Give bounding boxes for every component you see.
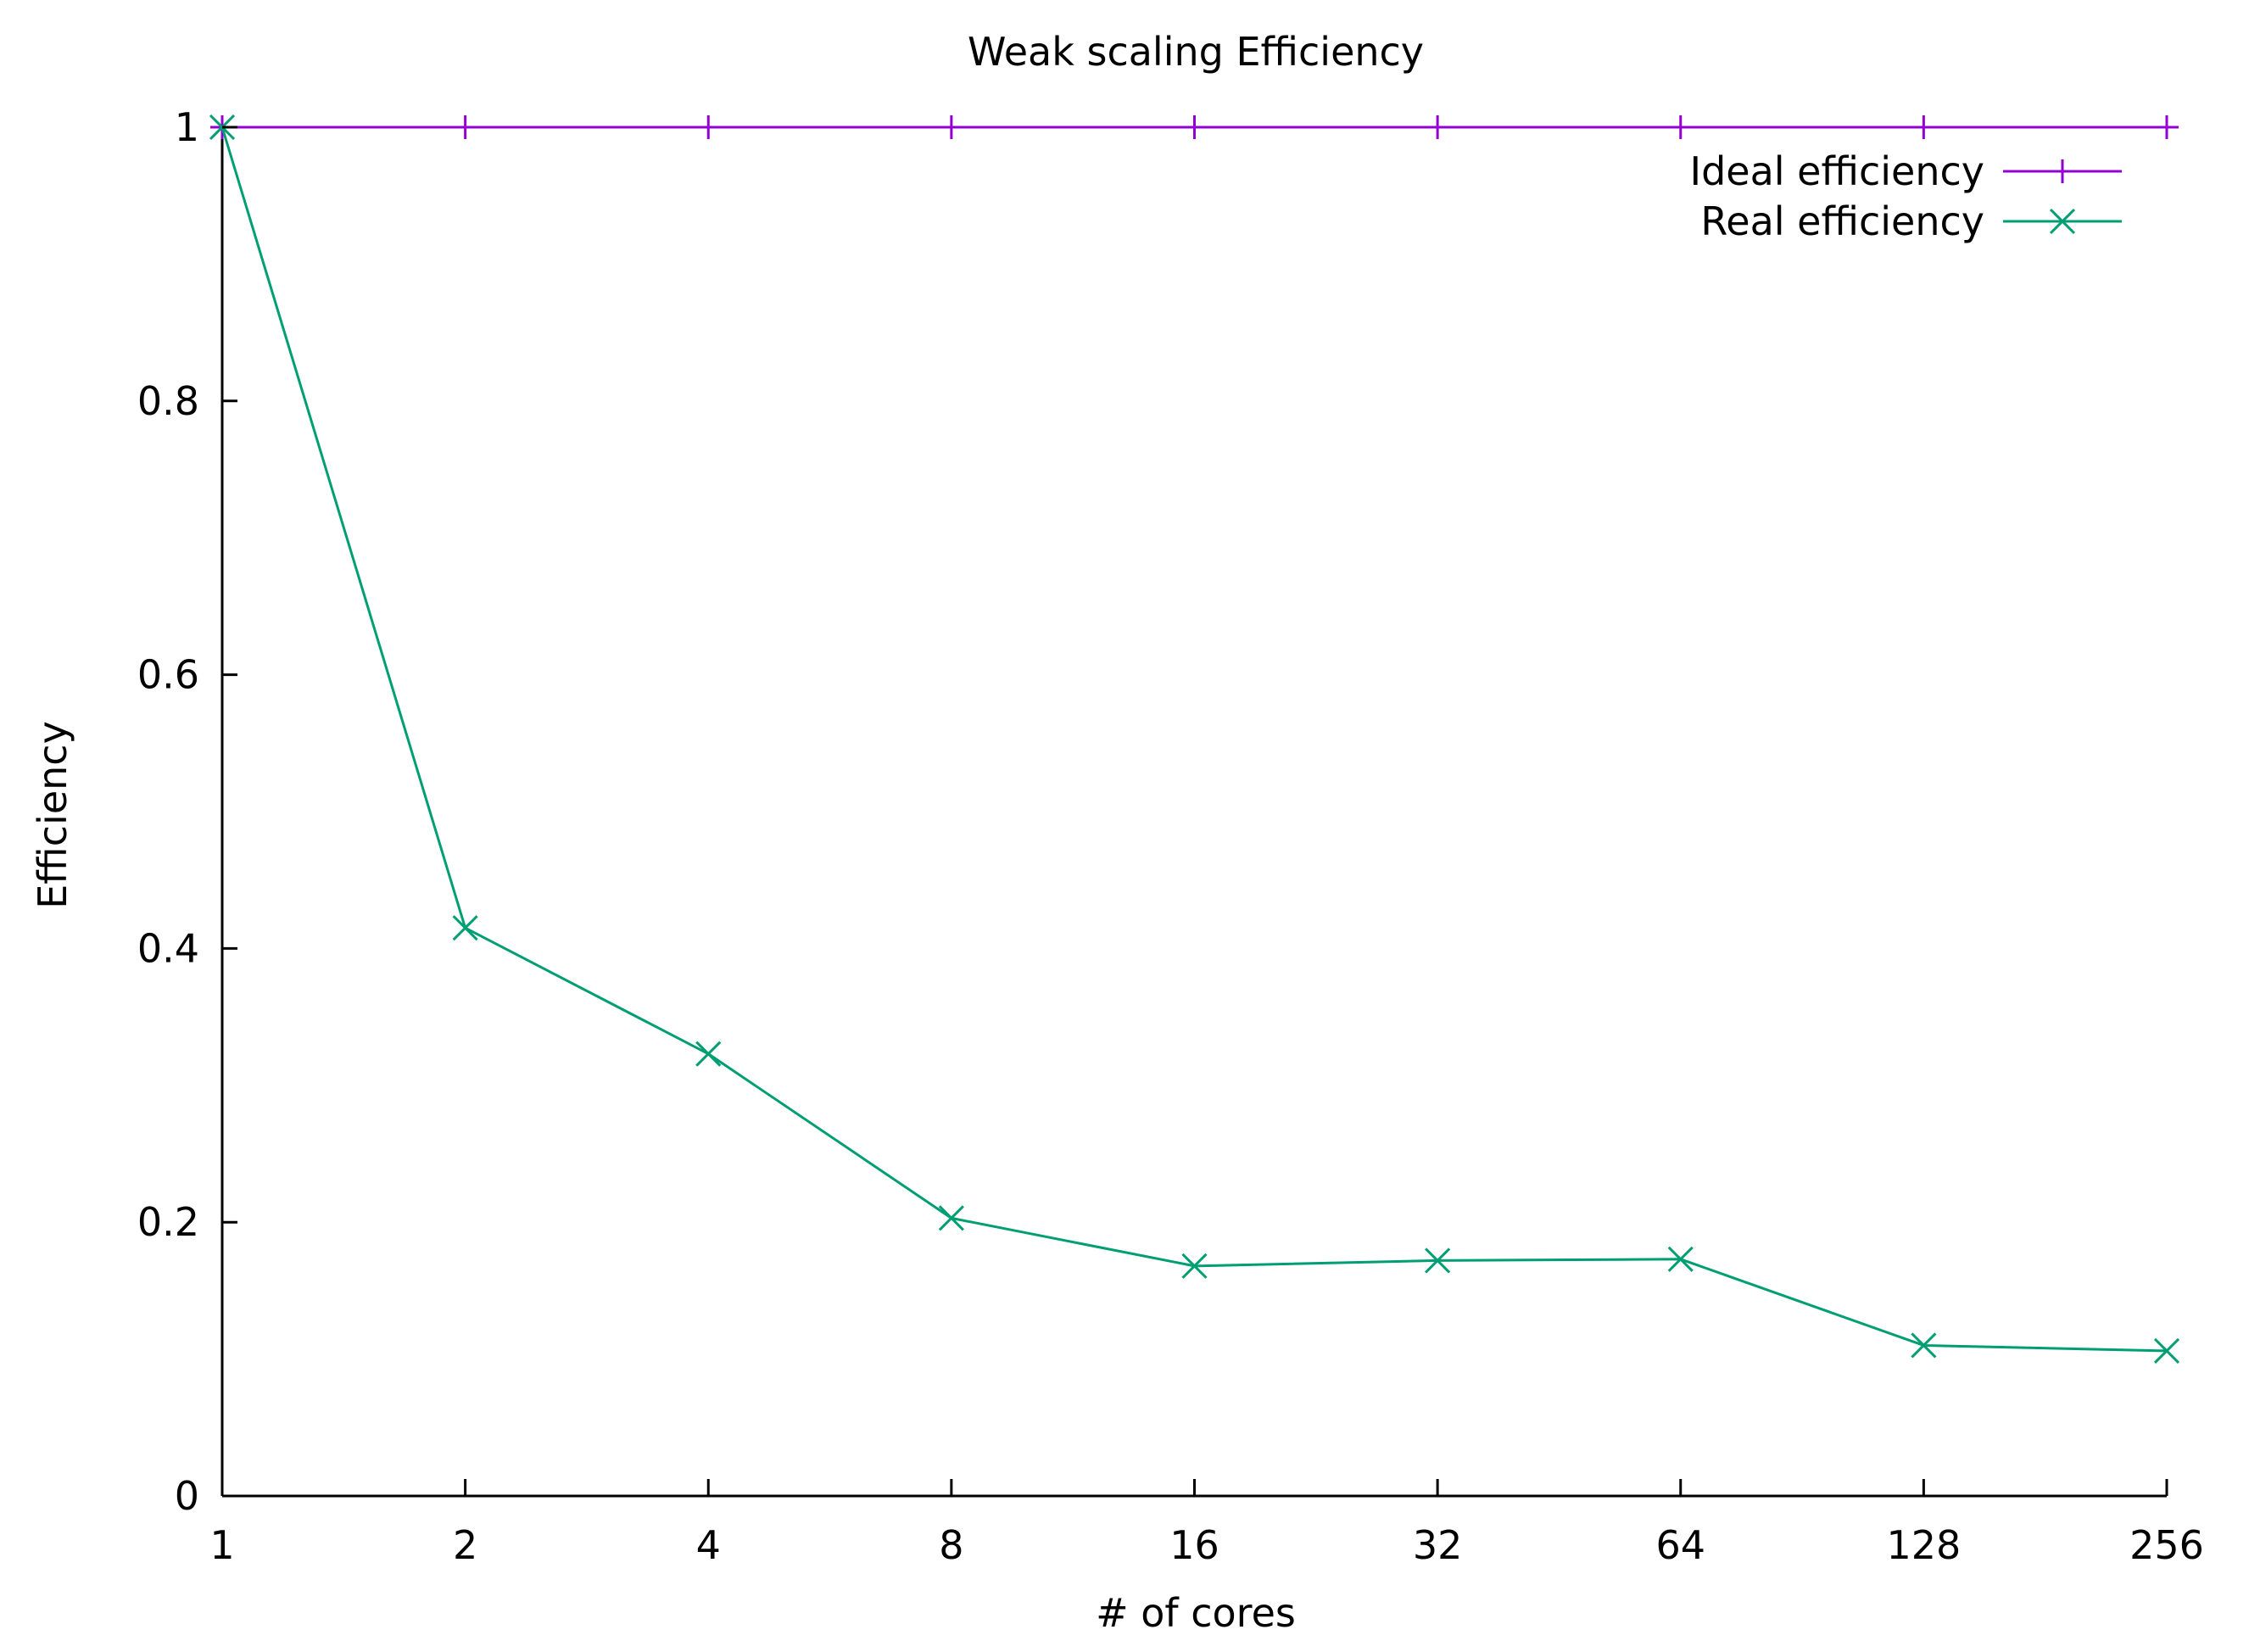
legend-label-ideal-efficiency: Ideal efficiency bbox=[1690, 148, 1984, 194]
data-point-ideal-efficiency bbox=[1668, 115, 1693, 139]
y-tick-label: 0.2 bbox=[137, 1199, 199, 1245]
y-axis-ticks: 0 0.2 0.4 0.6 0.8 1 bbox=[137, 104, 237, 1519]
x-axis-label: # of cores bbox=[1096, 1590, 1296, 1636]
y-tick-label: 0.8 bbox=[137, 378, 199, 424]
data-point-ideal-efficiency bbox=[1182, 115, 1207, 139]
x-tick-label: 2 bbox=[453, 1522, 477, 1568]
data-point-ideal-efficiency bbox=[939, 115, 963, 139]
x-axis-ticks: 1 2 4 8 16 32 64 128 256 bbox=[209, 1479, 2204, 1568]
y-axis-label: Efficiency bbox=[30, 721, 75, 909]
y-tick-label: 1 bbox=[175, 104, 199, 150]
x-tick-label: 64 bbox=[1655, 1522, 1705, 1568]
legend-marker-ideal-efficiency bbox=[2051, 159, 2074, 183]
x-tick-label: 256 bbox=[2129, 1522, 2204, 1568]
series-layer bbox=[209, 114, 2180, 1364]
y-tick-label: 0.6 bbox=[137, 652, 199, 698]
legend-marker-real-efficiency bbox=[2049, 208, 2076, 235]
y-tick-label: 0.4 bbox=[137, 925, 199, 971]
data-point-real-efficiency bbox=[938, 1205, 964, 1231]
data-point-real-efficiency bbox=[452, 915, 478, 941]
data-point-real-efficiency bbox=[1667, 1246, 1694, 1272]
x-tick-label: 128 bbox=[1886, 1522, 1961, 1568]
x-tick-label: 16 bbox=[1169, 1522, 1219, 1568]
chart-title: Weak scaling Efficiency bbox=[968, 29, 1424, 75]
data-point-real-efficiency bbox=[695, 1041, 722, 1067]
x-tick-label: 8 bbox=[939, 1522, 963, 1568]
data-point-real-efficiency bbox=[1425, 1247, 1451, 1274]
plot-area bbox=[209, 114, 2180, 1498]
x-tick-label: 1 bbox=[209, 1522, 234, 1568]
legend-label-real-efficiency: Real efficiency bbox=[1700, 198, 1984, 244]
data-point-ideal-efficiency bbox=[453, 115, 477, 139]
data-point-real-efficiency bbox=[1911, 1332, 1937, 1359]
data-point-real-efficiency bbox=[2153, 1337, 2180, 1364]
data-point-ideal-efficiency bbox=[1426, 115, 1450, 139]
data-point-ideal-efficiency bbox=[1911, 115, 1936, 139]
data-point-ideal-efficiency bbox=[696, 115, 721, 139]
x-tick-label: 32 bbox=[1413, 1522, 1463, 1568]
data-point-ideal-efficiency bbox=[2155, 115, 2179, 139]
x-tick-label: 4 bbox=[696, 1522, 721, 1568]
y-tick-label: 0 bbox=[175, 1473, 199, 1519]
data-point-real-efficiency bbox=[1181, 1253, 1208, 1279]
